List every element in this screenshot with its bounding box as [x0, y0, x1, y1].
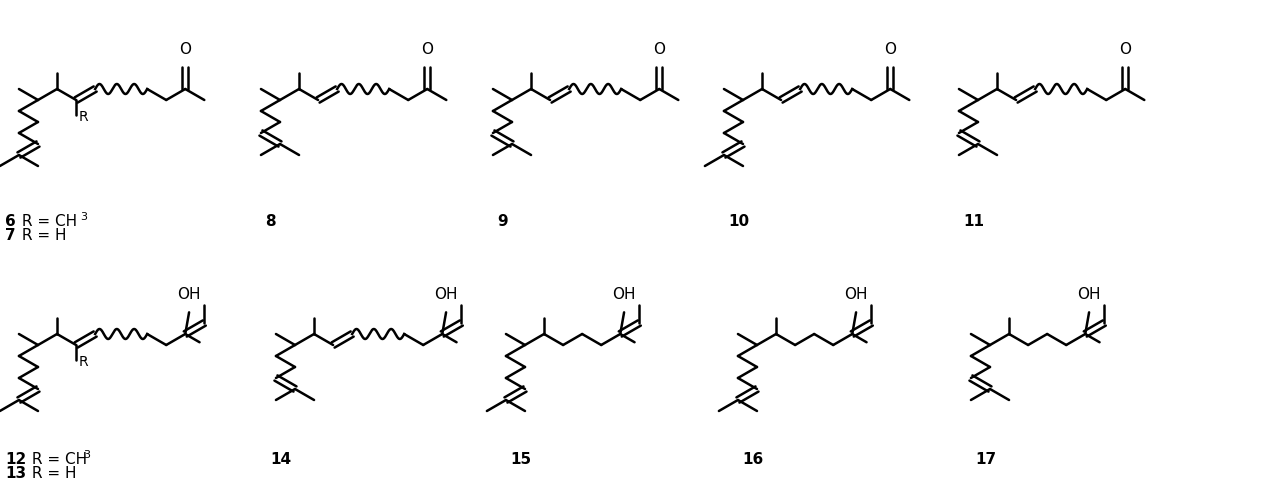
Text: OH: OH — [845, 287, 868, 303]
Text: 11: 11 — [963, 214, 984, 230]
Text: OH: OH — [178, 287, 201, 303]
Text: O: O — [884, 42, 896, 57]
Text: OH: OH — [1078, 287, 1101, 303]
Text: 3: 3 — [83, 450, 90, 460]
Text: 13: 13 — [5, 467, 26, 482]
Text: OH: OH — [434, 287, 458, 303]
Text: 3: 3 — [79, 212, 87, 222]
Text: O: O — [421, 42, 433, 57]
Text: 17: 17 — [975, 452, 996, 468]
Text: R = CH: R = CH — [17, 213, 77, 229]
Text: 16: 16 — [742, 452, 763, 468]
Text: O: O — [653, 42, 666, 57]
Text: 12: 12 — [5, 451, 27, 467]
Text: R: R — [79, 356, 88, 370]
Text: 7: 7 — [5, 229, 15, 244]
Text: 14: 14 — [270, 452, 291, 468]
Text: 6: 6 — [5, 213, 15, 229]
Text: OH: OH — [612, 287, 636, 303]
Text: R = H: R = H — [27, 467, 77, 482]
Text: 10: 10 — [728, 214, 749, 230]
Text: R = H: R = H — [17, 229, 67, 244]
Text: R: R — [79, 111, 88, 124]
Text: R = CH: R = CH — [27, 451, 87, 467]
Text: O: O — [179, 42, 191, 57]
Text: 8: 8 — [265, 214, 275, 230]
Text: 15: 15 — [509, 452, 531, 468]
Text: 9: 9 — [497, 214, 508, 230]
Text: O: O — [1119, 42, 1132, 57]
